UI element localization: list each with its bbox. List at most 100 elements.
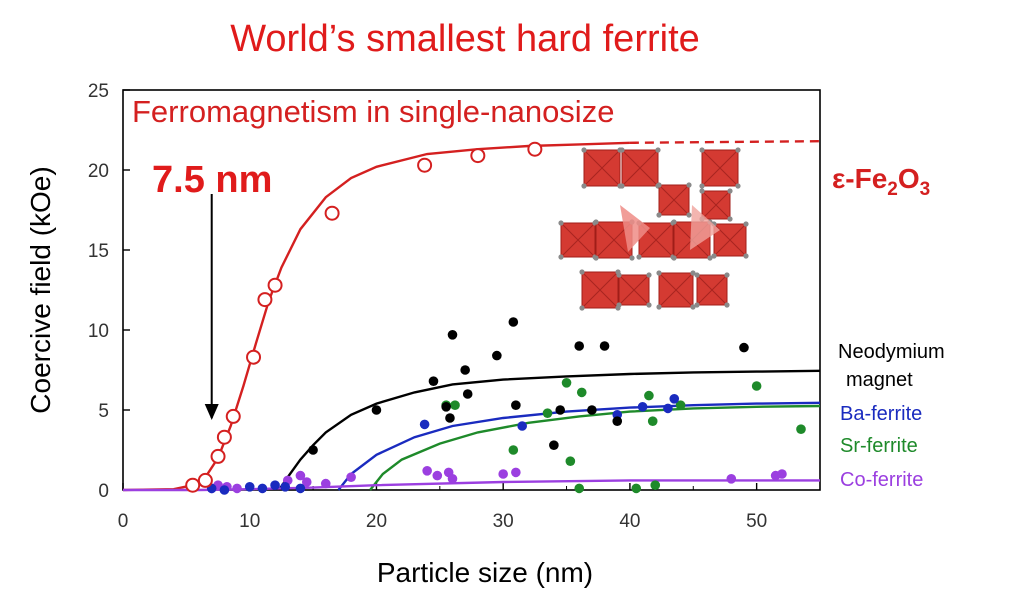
crystal-atom: [727, 216, 733, 222]
crystal-atom: [616, 302, 622, 308]
crystal-atom: [616, 272, 622, 278]
co-ferrite-data-point: [301, 477, 312, 487]
crystal-atom: [656, 270, 662, 276]
neodymium-magnet-data-point: [599, 341, 610, 351]
neodymium-magnet-data-point: [739, 342, 749, 353]
co-ferrite-data-point: [295, 470, 306, 481]
x-tick-label: 10: [239, 511, 260, 532]
neodymium-magnet-data-point: [445, 413, 455, 423]
ba-ferrite-data-point: [219, 485, 230, 495]
neodymium-magnet-data-point: [587, 405, 597, 415]
ba-ferrite-data-point: [517, 421, 527, 431]
crystal-atom: [735, 183, 741, 189]
y-tick-label: 25: [88, 81, 109, 102]
neodymium-magnet-data-point: [371, 405, 382, 415]
neodymium-magnet-data-point: [555, 405, 566, 415]
fe2o3-data-point: [324, 205, 340, 221]
crystal-atom: [724, 272, 730, 278]
sr-ferrite-data-point: [647, 416, 658, 427]
neodymium-magnet-data-point: [447, 330, 458, 340]
crystal-polyhedron-edge: [713, 223, 747, 257]
crystal-atom: [579, 269, 585, 275]
co-ferrite-data-point: [432, 470, 443, 481]
sr-ferrite-data-point: [542, 408, 553, 419]
crystal-atom: [579, 305, 585, 311]
crystal-atom: [686, 182, 692, 188]
crystal-atom: [619, 183, 625, 189]
crystal-atom: [581, 183, 587, 189]
x-tick-label: 0: [118, 511, 129, 532]
crystal-atom: [694, 302, 700, 308]
chart-title: World’s smallest hard ferrite: [230, 18, 700, 60]
y-tick-label: 15: [88, 241, 109, 262]
co-ferrite-data-point: [511, 467, 521, 478]
sr-ferrite-fit-curve: [369, 404, 821, 491]
ba-ferrite-data-point: [257, 483, 268, 494]
crystal-atom: [629, 255, 635, 261]
crystal-atom: [636, 254, 642, 260]
x-tick-label: 40: [619, 511, 640, 532]
arrow-annotation-label: 7.5 nm: [152, 159, 272, 201]
legend: ε-Fe2O3 Neodymium magnet Ba-ferrite Sr-ferri…: [832, 163, 945, 491]
ba-ferrite-data-point: [280, 482, 291, 492]
sr-ferrite-data-point: [644, 390, 654, 401]
crystal-atom: [694, 272, 700, 278]
crystal-polyhedron: [690, 205, 720, 250]
legend-label-neodymium-line2: magnet: [846, 369, 913, 391]
neodymium-magnet-data-point: [460, 365, 470, 375]
crystal-atom: [656, 182, 662, 188]
co-ferrite-data-point: [422, 466, 432, 476]
legend-label-ba-ferrite: Ba-ferrite: [840, 403, 922, 425]
co-ferrite-data-point: [346, 472, 356, 483]
crystal-polyhedron-edge: [581, 271, 619, 309]
crystal-atom: [711, 253, 717, 259]
ba-ferrite-data-point: [270, 480, 280, 491]
co-ferrite-data-point: [726, 474, 737, 484]
co-ferrite-data-point: [498, 469, 508, 479]
crystal-atom: [593, 255, 599, 261]
plot-frame: [122, 89, 821, 491]
crystal-atom: [671, 255, 677, 261]
neodymium-magnet-fit-curve: [277, 369, 821, 491]
crystal-polyhedron-edge: [701, 190, 731, 220]
crystal-atom: [671, 219, 677, 225]
sr-ferrite-data-point: [796, 424, 806, 435]
co-ferrite-data-point: [232, 483, 242, 494]
crystal-atom: [593, 219, 599, 225]
epsilon-fe2o3-crystal-structure-image: [558, 147, 749, 311]
fe2o3-data-point: [197, 472, 213, 488]
crystal-polyhedron-edge: [621, 149, 659, 187]
neodymium-magnet-data-point: [508, 317, 519, 327]
fe2o3-data-point: [470, 148, 486, 164]
y-tick-label: 10: [88, 321, 109, 342]
crystal-polyhedron-edge: [696, 274, 728, 306]
ba-ferrite-data-point: [419, 419, 430, 430]
neodymium-magnet-data-point: [462, 389, 473, 399]
sr-ferrite-data-point: [650, 480, 661, 491]
crystal-polyhedron-edge: [560, 222, 596, 258]
crystal-atom: [707, 255, 713, 261]
fe2o3-data-point: [417, 157, 433, 173]
crystal-atom: [558, 254, 564, 260]
co-ferrite-data-point: [447, 474, 458, 484]
co-ferrite-data-point: [777, 469, 787, 479]
crystal-atom: [690, 304, 696, 310]
crystal-polyhedron-edge: [701, 149, 739, 187]
crystal-atom: [699, 183, 705, 189]
sr-ferrite-data-point: [751, 381, 762, 391]
fe2o3-data-point: [210, 448, 226, 464]
legend-label-neodymium-line1: Neodymium: [838, 341, 945, 363]
legend-label-epsilon-fe2o3: ε-Fe2O3: [832, 163, 930, 200]
crystal-atom: [646, 302, 652, 308]
x-tick-label: 20: [366, 511, 387, 532]
annotation-arrow-head: [204, 404, 219, 420]
fe2o3-data-point: [185, 477, 201, 493]
neodymium-magnet-data-point: [511, 400, 521, 411]
fe2o3-data-point: [267, 277, 283, 293]
legend-label-sr-ferrite: Sr-ferrite: [840, 435, 918, 457]
sr-ferrite-data-point: [675, 400, 686, 411]
sr-ferrite-data-point: [631, 483, 642, 494]
crystal-atom: [690, 270, 696, 276]
ba-ferrite-data-point: [669, 394, 680, 404]
